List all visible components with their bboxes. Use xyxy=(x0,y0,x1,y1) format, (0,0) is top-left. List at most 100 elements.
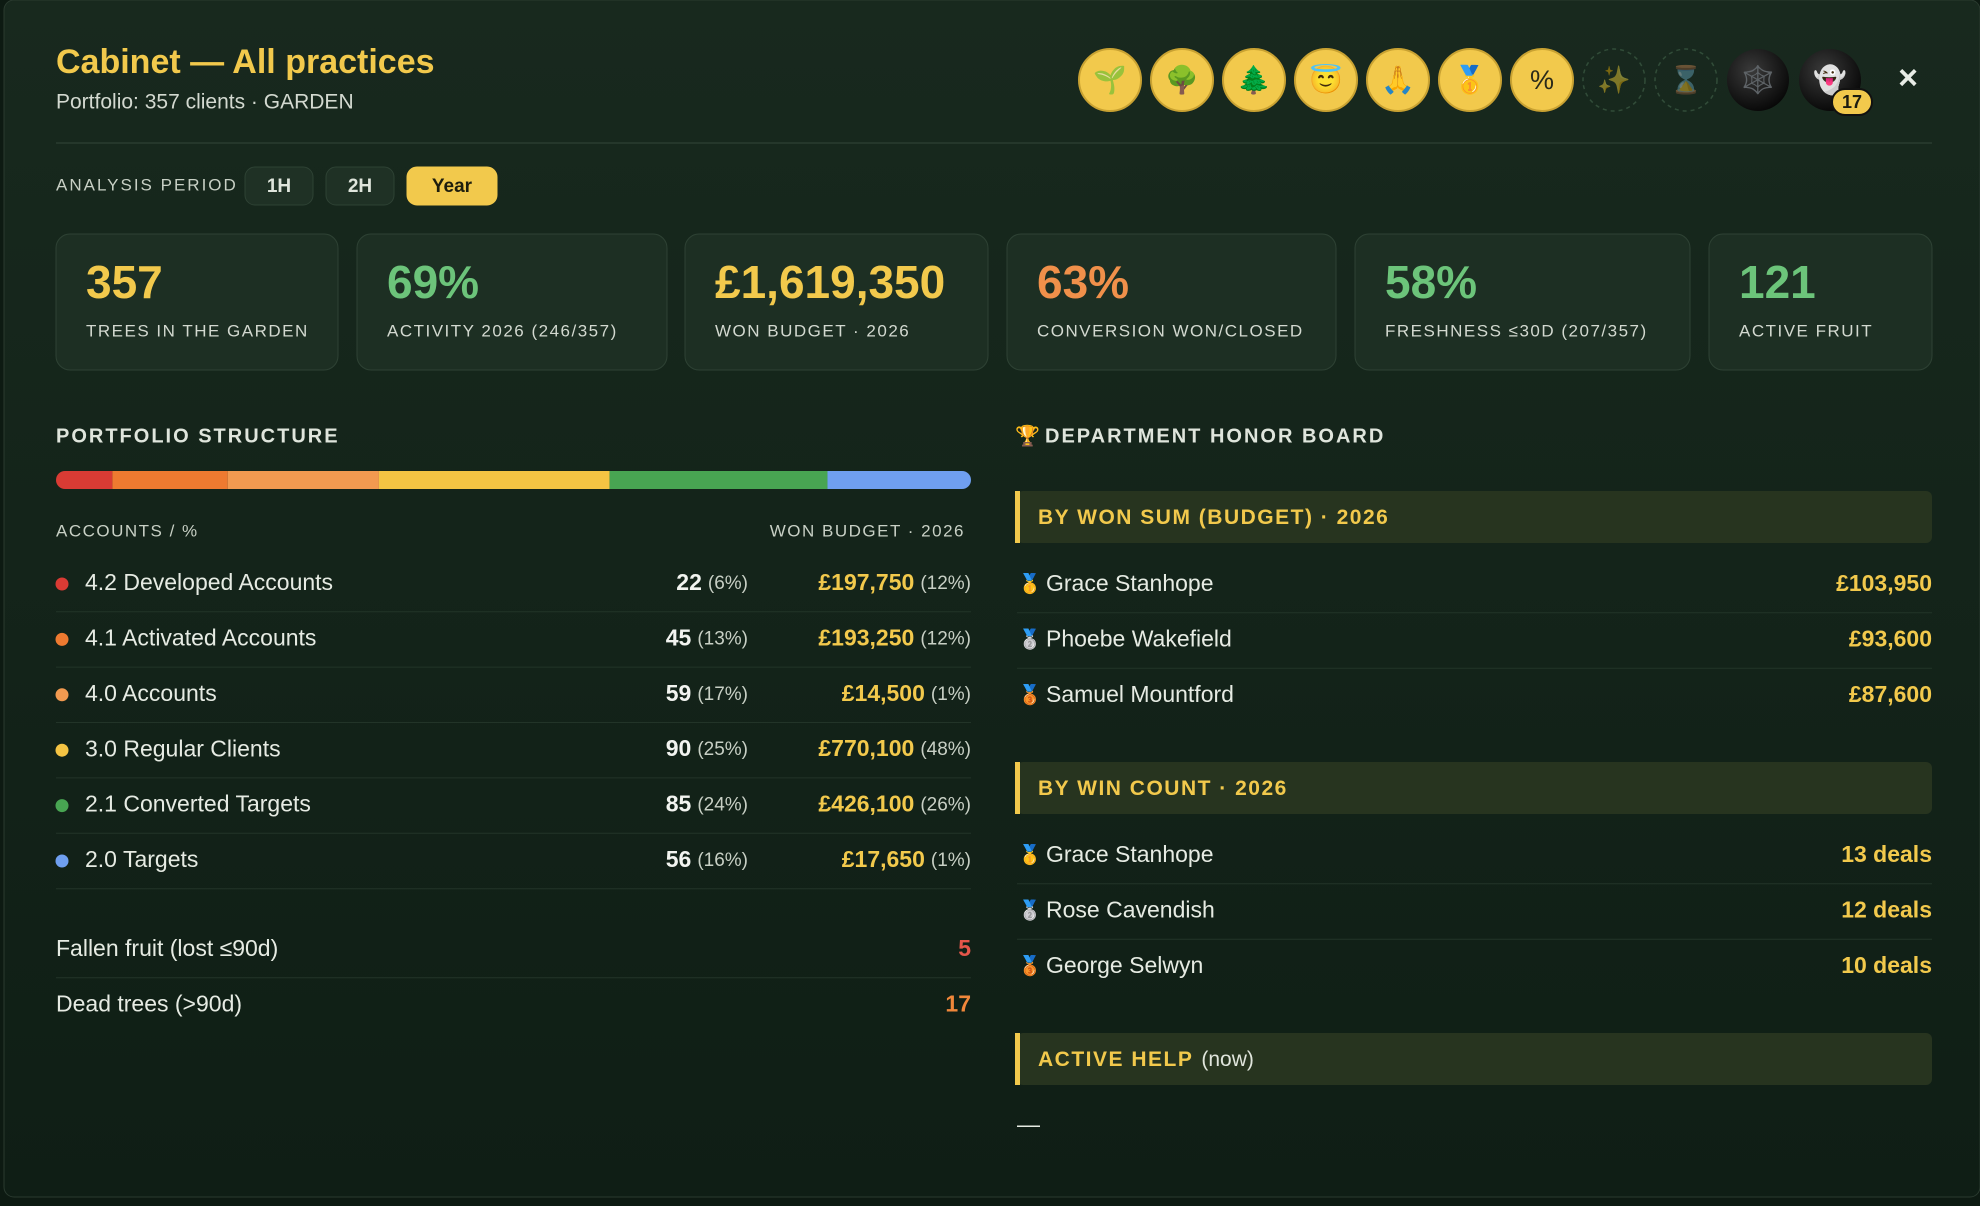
count: 45 xyxy=(666,624,692,650)
entry-value: 12 deals xyxy=(1841,897,1932,923)
badge-count: 17 xyxy=(1842,92,1862,112)
badge[interactable] xyxy=(1294,48,1358,112)
budget-pct: (12%) xyxy=(920,628,971,649)
extra-label: Fallen fruit (lost ≤90d) xyxy=(56,935,278,961)
medal: 🥉 xyxy=(1018,683,1042,706)
section-accent xyxy=(1015,491,1020,543)
count: 59 xyxy=(666,680,692,706)
portfolio-segment xyxy=(827,471,971,489)
entry-name: Grace Stanhope xyxy=(1046,841,1214,867)
period-button[interactable] xyxy=(325,166,395,206)
budget: £193,250 xyxy=(818,624,914,650)
badge[interactable] xyxy=(1510,48,1574,112)
badge-icon: 🕸️ xyxy=(1741,64,1775,95)
kpi-label: TREES IN THE GARDEN xyxy=(86,321,309,340)
entry-name: George Selwyn xyxy=(1046,952,1203,978)
row-dot xyxy=(55,854,69,868)
kpi-card xyxy=(1354,233,1691,371)
count: 22 xyxy=(676,569,702,595)
column-header: WON BUDGET · 2026 xyxy=(770,521,965,540)
medal: 🥇 xyxy=(1018,572,1042,595)
badge[interactable] xyxy=(1438,48,1502,112)
kpi-value: 58% xyxy=(1385,256,1477,308)
row-count: 85 (24%) xyxy=(666,791,748,817)
kpi-card xyxy=(684,233,989,371)
title: Cabinet — All practices xyxy=(56,43,435,81)
row-count: 90 (25%) xyxy=(666,735,748,761)
kpi-label: ACTIVITY 2026 (246/357) xyxy=(387,321,618,340)
medal: 🥇 xyxy=(1018,843,1042,866)
badge[interactable] xyxy=(1582,48,1646,112)
portfolio-segment xyxy=(112,471,228,489)
row-name: 3.0 Regular Clients xyxy=(85,735,281,761)
section-title: PORTFOLIO STRUCTURE xyxy=(56,425,340,447)
entry-name: Grace Stanhope xyxy=(1046,570,1214,596)
section-title-text: ACTIVE HELP xyxy=(1038,1048,1193,1071)
row-budget: £17,650 (1%) xyxy=(842,846,971,872)
count-pct: (24%) xyxy=(697,795,748,816)
budget-pct: (1%) xyxy=(931,684,971,705)
extra-value: 17 xyxy=(945,990,971,1016)
row-budget: £770,100 (48%) xyxy=(818,735,971,761)
badge[interactable] xyxy=(1150,48,1214,112)
budget-pct: (26%) xyxy=(920,795,971,816)
row-name: 4.0 Accounts xyxy=(85,680,217,706)
period-button-label[interactable]: 2H xyxy=(348,176,372,197)
count: 85 xyxy=(666,791,692,817)
kpi-value: 121 xyxy=(1739,256,1816,308)
badge[interactable] xyxy=(1654,48,1718,112)
section-box xyxy=(1017,491,1932,543)
close-button[interactable]: × xyxy=(1898,59,1918,97)
badge[interactable] xyxy=(1078,48,1142,112)
badge-icon: 🙏 xyxy=(1381,65,1415,95)
badge-icon: ⌛ xyxy=(1669,64,1703,95)
kpi-value: 69% xyxy=(387,256,479,308)
kpi-label: WON BUDGET · 2026 xyxy=(715,321,910,340)
badge-icon: 🌱 xyxy=(1093,65,1127,95)
count-pct: (25%) xyxy=(697,739,748,760)
row-dot xyxy=(55,688,69,702)
budget: £17,650 xyxy=(842,846,925,872)
medal: 🥈 xyxy=(1018,899,1042,922)
period-button[interactable] xyxy=(406,166,498,206)
row-name: 2.1 Converted Targets xyxy=(85,791,311,817)
section-box xyxy=(1017,1033,1932,1085)
kpi-label: FRESHNESS ≤30D (207/357) xyxy=(1385,321,1648,340)
portfolio-segment xyxy=(56,471,113,489)
badge[interactable] xyxy=(1727,49,1789,111)
budget: £770,100 xyxy=(818,735,914,761)
portfolio-segment xyxy=(227,471,379,489)
row-budget: £14,500 (1%) xyxy=(842,680,971,706)
extra-label: Dead trees (>90d) xyxy=(56,990,242,1016)
count-pct: (16%) xyxy=(697,850,748,871)
kpi-card xyxy=(356,233,668,371)
row-name: 4.1 Activated Accounts xyxy=(85,624,316,650)
budget-pct: (48%) xyxy=(920,739,971,760)
row-dot xyxy=(55,577,69,591)
row-budget: £426,100 (26%) xyxy=(818,791,971,817)
row-dot xyxy=(55,799,69,813)
period-label: ANALYSIS PERIOD xyxy=(56,175,238,194)
badge[interactable] xyxy=(1222,48,1286,112)
section-note: (now) xyxy=(1201,1048,1254,1071)
period-button-label[interactable]: Year xyxy=(432,176,473,197)
period-button-label[interactable]: 1H xyxy=(267,176,291,197)
badge-icon: 🥇 xyxy=(1453,64,1487,96)
extra-value: 5 xyxy=(958,935,971,961)
period-button[interactable] xyxy=(244,166,314,206)
row-dot xyxy=(55,632,69,646)
badge[interactable] xyxy=(1366,48,1430,112)
section-title: BY WIN COUNT · 2026 xyxy=(1038,777,1288,800)
kpi-value: 63% xyxy=(1037,256,1129,308)
empty-marker: — xyxy=(1017,1111,1040,1137)
row-count: 22 (6%) xyxy=(676,569,748,595)
budget: £426,100 xyxy=(818,791,914,817)
portfolio-segment xyxy=(378,471,610,489)
entry-value: £103,950 xyxy=(1836,570,1932,596)
badge-icon: 🌲 xyxy=(1237,64,1271,95)
entry-value: 10 deals xyxy=(1841,952,1932,978)
entry-name: Phoebe Wakefield xyxy=(1046,626,1232,652)
budget-pct: (12%) xyxy=(920,573,971,594)
